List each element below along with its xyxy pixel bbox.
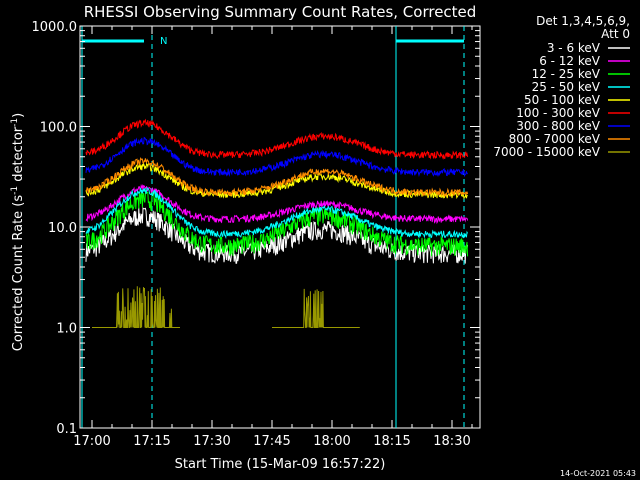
y-tick-label: 1000.0: [32, 20, 78, 35]
series-line-highenergy: [272, 288, 360, 328]
legend-entry-label: 3 - 6 keV: [547, 41, 601, 55]
y-tick-label: 100.0: [40, 121, 77, 136]
y-tick-label: 10.0: [48, 221, 77, 236]
x-axis-label: Start Time (15-Mar-09 16:57:22): [175, 457, 386, 472]
series-line-highenergy: [131, 286, 180, 328]
y-tick-label: 0.1: [56, 422, 77, 437]
y-label-sup2: -1: [10, 118, 20, 127]
series-line-highenergy: [92, 288, 133, 328]
axis-ticks: 1000.0 100.0 10.0 1.0 0.117:00 17:15 17:30 17:4…: [32, 20, 480, 449]
y-label-sup: -1: [10, 186, 20, 195]
x-tick-label: 17:00: [73, 434, 110, 449]
legend-entry-label: 25 - 50 keV: [532, 80, 601, 94]
series-line: [85, 183, 469, 225]
legend-header-2: Att 0: [601, 27, 630, 41]
series-line: [85, 157, 469, 198]
legend-entry-label: 7000 - 15000 keV: [493, 145, 600, 159]
legend-entry-label: 300 - 800 keV: [516, 119, 600, 133]
y-label-main: Corrected Count Rate (s: [11, 195, 26, 352]
series-line: [85, 118, 469, 160]
series-layer: [85, 118, 469, 328]
chart-title: RHESSI Observing Summary Count Rates, Co…: [84, 3, 477, 21]
x-tick-label: 17:45: [253, 434, 290, 449]
annotation-label: N: [160, 36, 167, 47]
series-line: [85, 189, 469, 257]
y-axis-label: Corrected Count Rate (s-1 detector-1): [10, 113, 26, 351]
legend-entry-label: 50 - 100 keV: [524, 93, 601, 107]
x-tick-label: 18:00: [313, 434, 350, 449]
y-tick-label: 1.0: [56, 322, 77, 337]
series-line: [85, 206, 469, 264]
legend-entry-label: 100 - 300 keV: [516, 106, 600, 120]
legend-header-1: Det 1,3,4,5,6,9,: [536, 14, 630, 28]
plot-frame: [79, 25, 481, 429]
timestamp: 14-Oct-2021 05:43: [560, 469, 636, 478]
y-label-end: ): [11, 113, 26, 118]
x-tick-label: 17:15: [133, 434, 170, 449]
x-tick-label: 17:30: [193, 434, 230, 449]
vertical-markers: N: [81, 26, 465, 428]
series-line: [85, 136, 468, 178]
legend-entry-label: 800 - 7000 keV: [509, 132, 601, 146]
plot-border: [79, 25, 481, 429]
y-label-mid: detector: [11, 126, 26, 186]
series-line: [85, 186, 469, 240]
x-tick-label: 18:15: [373, 434, 410, 449]
legend-entry-label: 6 - 12 keV: [539, 54, 601, 68]
legend-entry-label: 12 - 25 keV: [532, 67, 601, 81]
x-tick-label: 18:30: [433, 434, 470, 449]
